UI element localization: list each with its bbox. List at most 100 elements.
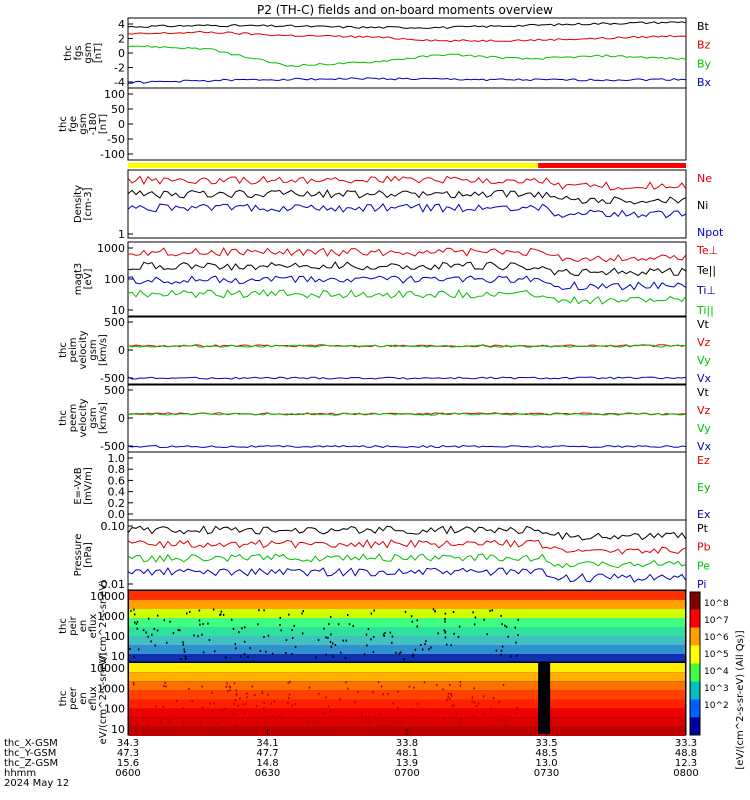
heatmap-cell [271,715,274,718]
x-tick-label: 47.3 [117,748,139,759]
heatmap-cell [369,715,371,718]
heatmap-cell [366,644,368,647]
heatmap-cell [444,636,447,639]
y-tick-label: 0.0 [108,508,126,521]
heatmap-cell [315,656,317,659]
series-Vy [127,344,687,348]
heatmap-cell [183,648,185,651]
heatmap-cell [362,721,364,724]
heatmap-cell [302,610,304,613]
heatmap-cell [202,651,205,654]
heatmap-cell [457,635,460,638]
colorbar-segment [690,699,700,718]
heatmap-cell [450,644,452,647]
heatmap-cell [228,685,231,688]
heatmap-cell [413,686,415,689]
heatmap-cell [368,721,370,724]
legend-Bz: Bz [697,39,711,52]
y-axis-label-line: E=-VxB [73,467,84,504]
y-axis-label-line: [mV/m] [83,467,94,505]
heatmap-cell [234,647,237,650]
heatmap-cell [267,693,270,696]
heatmap-cell [243,653,246,656]
heatmap-cell [500,614,502,617]
y-axis-label-line: thc [58,410,69,426]
y-axis-label-line: fgs [73,45,84,60]
heatmap-cell [471,726,473,729]
plot-title: P2 (TH-C) fields and on-board moments ov… [257,3,553,17]
heatmap-cell [453,704,455,707]
y-tick-label: 0.6 [108,474,126,487]
heatmap-cell [458,625,461,628]
y-axis-label-line: gsm [88,339,99,360]
heatmap-cell [500,649,503,652]
y-axis-label-line: [km/s] [98,402,109,434]
y-tick-label: -100 [100,148,125,161]
heatmap-cell [259,649,262,652]
heatmap-cell [243,640,246,643]
colorbar-segment [690,663,700,682]
x-tick-label: 48.8 [675,748,697,759]
y-tick-label: 0.01 [101,578,126,591]
heatmap-cell [437,632,439,635]
heatmap-cell [164,729,167,732]
heatmap-band [129,618,685,627]
series-Bt [127,21,687,29]
heatmap-cell [291,704,294,707]
heatmap-cell [219,726,222,729]
heatmap-cell [163,619,166,622]
heatmap-cell [332,655,334,658]
x-tick-label: 0630 [255,768,280,779]
heatmap-cell [129,648,131,651]
heatmap-cell [175,699,178,702]
heatmap-cell [263,635,265,638]
heatmap-cell [348,623,351,626]
heatmap-cell [188,610,191,613]
heatmap-cell [347,613,349,616]
legend-Bt: Bt [697,20,710,33]
heatmap-cell [281,717,284,720]
heatmap-cell [156,629,159,632]
heatmap-cell [169,620,171,623]
heatmap-cell [224,656,227,659]
y-axis-label-line: thc [58,116,69,132]
heatmap-cell [185,658,187,661]
heatmap-cell [146,719,149,722]
heatmap-band [129,699,685,709]
colorbar-frame [689,591,701,736]
heatmap-cell [163,726,166,729]
x-tick-label: 34.3 [117,738,139,749]
heatmap-cell [500,653,502,656]
heatmap-cell [413,728,415,731]
heatmap-cell [442,718,445,721]
heatmap-cell [273,700,276,703]
y-tick-label: 10 [111,723,125,736]
colorbar-segment [690,681,700,700]
y-axis-label-line: velocity [78,398,89,437]
heatmap-cell [450,692,452,695]
heatmap-cell [136,627,139,630]
heatmap-cell [370,612,373,615]
heatmap-cell [165,685,167,688]
y-axis-label: thc peer en eflux eV/(cm^2-s-sr-eV) [58,652,109,744]
legend-Ez: Ez [697,454,710,467]
heatmap-gap [538,663,551,734]
y-tick-label: -500 [100,372,125,385]
heatmap-cell [153,627,156,630]
y-axis-label: E=-VxB [mV/m] [73,467,94,505]
heatmap-cell [243,626,246,629]
heatmap-cell [325,653,327,656]
heatmap-cell [424,643,426,646]
heatmap-cell [361,715,363,718]
heatmap-cell [471,700,474,703]
heatmap-cell [486,633,488,636]
heatmap-cell [416,619,419,622]
heatmap-cell [365,633,368,636]
heatmap-cell [330,645,333,648]
heatmap-band [129,672,685,682]
heatmap-cell [232,627,235,630]
heatmap-cell [229,689,231,692]
heatmap-cell [251,685,254,688]
